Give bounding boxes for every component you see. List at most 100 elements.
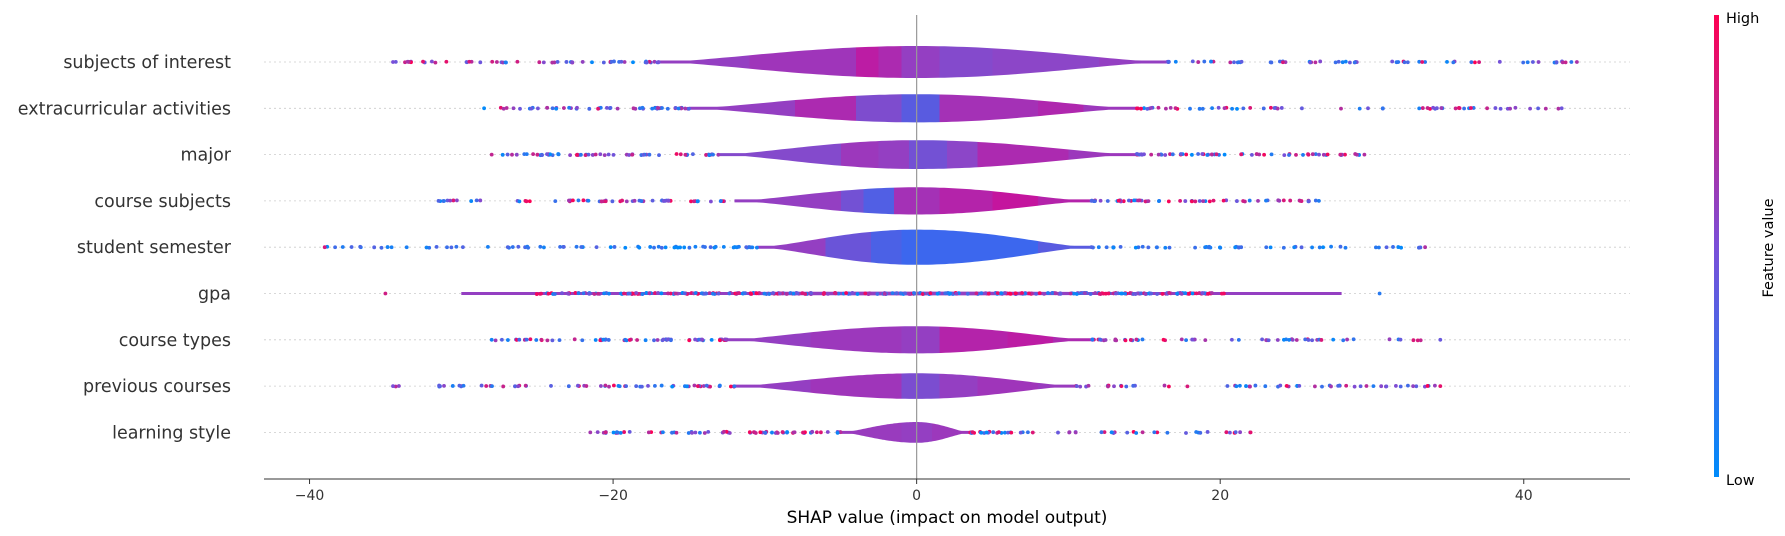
data-dot [1003,291,1008,295]
data-dot [1241,199,1245,203]
data-dot [505,245,510,250]
data-dot [1536,106,1540,111]
data-dot [1299,245,1304,250]
data-dot [747,430,752,435]
data-dot [1173,59,1178,64]
data-dot [1190,152,1194,157]
data-dot [1184,431,1188,435]
data-dot [1194,430,1199,434]
data-dot [1261,106,1266,111]
data-dot [639,199,644,203]
data-dot [1298,198,1302,203]
data-dot [1145,106,1150,111]
data-dot [1345,337,1349,342]
data-dot [657,153,661,157]
data-dot [1352,60,1357,65]
violin-shape [658,46,1168,78]
data-dot [701,384,706,388]
data-dot [500,152,505,157]
data-dot [1190,199,1194,204]
data-dot [514,152,519,157]
data-dot [550,60,555,65]
data-dot [1135,106,1139,111]
data-dot [1469,106,1473,110]
data-dot [1109,430,1114,435]
data-dot [1167,291,1172,295]
data-dot [721,244,726,249]
data-dot [634,291,639,295]
data-dot [631,60,635,65]
data-dot [1200,291,1205,295]
x-tick-label: −40 [295,488,325,504]
data-dot [1140,337,1145,342]
data-dot [1288,198,1293,203]
data-dot [1543,106,1548,111]
data-dot [1194,291,1199,296]
data-dot [576,383,580,388]
data-dot [1123,338,1128,343]
data-dot [673,291,678,296]
data-dot [640,292,645,296]
data-dot [1358,384,1363,389]
data-dot [693,291,698,295]
data-dot [659,245,664,250]
data-dot [1287,153,1291,157]
data-dot [358,244,363,249]
data-dot [965,291,970,296]
data-dot [1161,337,1166,342]
data-dot [444,59,449,64]
data-dot [1056,430,1060,435]
data-dot [1399,245,1403,250]
data-dot [517,199,522,204]
data-dot [970,430,975,435]
data-dot [1103,338,1108,342]
data-dot [954,291,959,296]
data-dot [478,198,483,203]
data-dot [566,384,571,389]
data-dot-extreme [1317,199,1321,203]
data-dot [1239,59,1244,64]
data-dot [670,430,674,435]
data-dot [676,106,681,111]
data-dot [579,245,584,249]
data-dot [666,291,670,296]
data-dot [1560,60,1565,65]
data-dot [606,338,611,342]
colorbar-high-label: High [1726,11,1759,27]
data-dot-extreme [1248,430,1253,435]
data-dot [1190,291,1195,296]
data-dot [1300,106,1304,111]
data-dot [1220,291,1224,296]
data-dot [704,153,708,157]
data-dot [640,384,644,389]
data-dot [1121,199,1126,204]
data-dot [682,245,687,250]
data-dot [461,245,465,250]
data-dot [515,59,520,64]
data-dot [641,152,646,157]
data-dot [1116,198,1121,203]
data-dot [1123,291,1128,296]
data-dot [1228,430,1232,435]
data-dot [1411,384,1415,389]
data-dot [762,291,767,296]
data-dot [523,383,528,388]
data-dot [421,59,425,64]
data-dot [1234,384,1239,389]
data-dot [1439,106,1444,110]
data-dot [1088,292,1093,296]
data-dot [450,384,455,388]
data-dot [1166,59,1171,64]
data-dot [1284,384,1289,388]
data-dot [656,106,660,110]
data-dot [1183,291,1188,296]
data-dot [1233,245,1238,250]
data-dot [650,198,655,203]
data-dot [1348,60,1352,65]
data-dot [1168,152,1172,157]
data-dot [1406,383,1410,388]
colorbar-gradient [1714,15,1719,477]
data-dot [727,431,732,435]
data-dot [1320,384,1324,389]
data-dot-extreme [391,384,395,388]
